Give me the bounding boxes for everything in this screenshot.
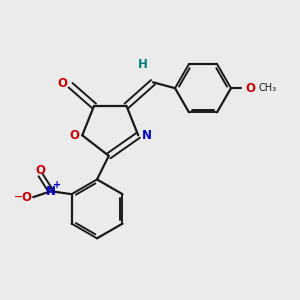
Text: O: O: [246, 82, 256, 95]
Text: −: −: [14, 192, 22, 202]
Text: H: H: [138, 58, 148, 71]
Text: O: O: [36, 164, 46, 177]
Text: O: O: [69, 129, 79, 142]
Text: N: N: [46, 185, 56, 198]
Text: CH₃: CH₃: [259, 83, 277, 93]
Text: O: O: [22, 190, 32, 204]
Text: N: N: [142, 129, 152, 142]
Text: O: O: [57, 77, 67, 90]
Text: +: +: [53, 180, 62, 190]
